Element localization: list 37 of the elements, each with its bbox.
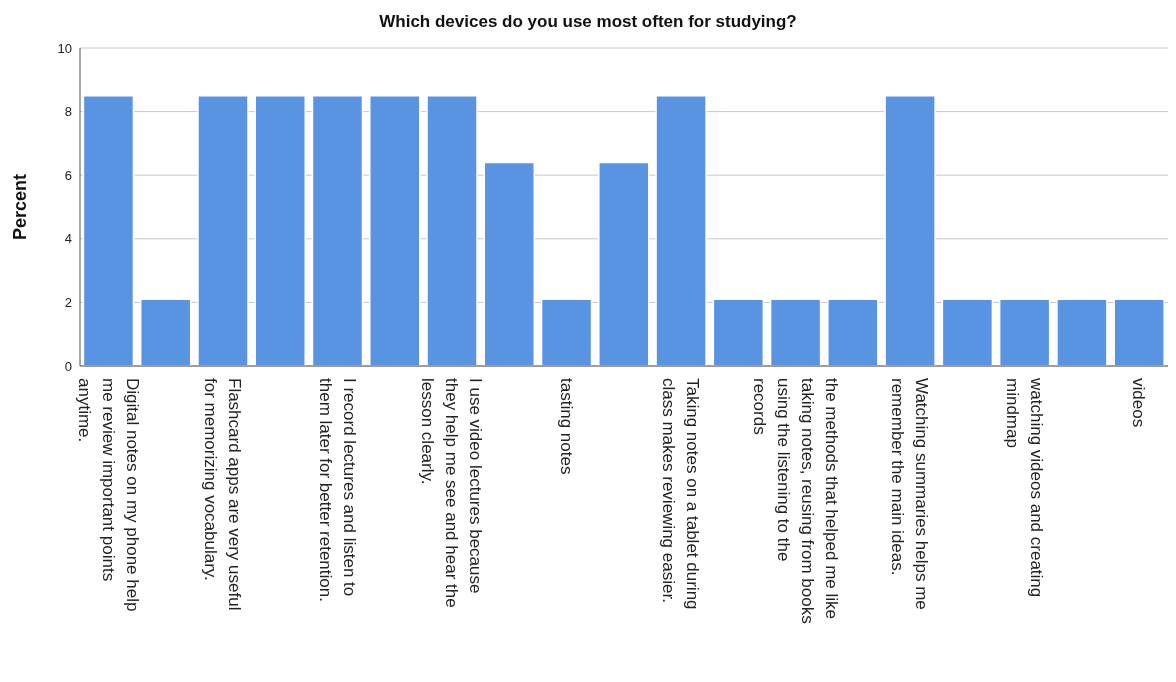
bar bbox=[598, 161, 650, 366]
bar bbox=[884, 94, 936, 366]
y-tick-label: 8 bbox=[64, 104, 72, 120]
bar bbox=[827, 298, 879, 366]
x-tick-label: watching videos and creating mindmap bbox=[1002, 377, 1046, 598]
y-tick-label: 2 bbox=[64, 295, 72, 311]
y-axis-title: Percent bbox=[10, 173, 31, 241]
x-tick-label: I record lectures and listen to them later for better retention. bbox=[315, 378, 359, 602]
bar bbox=[311, 94, 364, 366]
bar bbox=[655, 94, 707, 366]
x-tick-label: I use video lectures because they help me see and hear the lesson clearly. bbox=[418, 378, 486, 608]
y-tick-label: 4 bbox=[64, 231, 72, 247]
x-tick-label: tasting notes bbox=[556, 378, 576, 475]
x-tick-label: the methods that helped me like taking notes, reusing from books using the listening to the records bbox=[749, 378, 841, 624]
bar bbox=[998, 298, 1051, 366]
x-tick-label: videos bbox=[1129, 378, 1149, 428]
bar bbox=[1056, 298, 1108, 366]
bar bbox=[197, 94, 249, 366]
bar bbox=[483, 161, 536, 366]
bar bbox=[540, 298, 593, 366]
y-tick-label: 6 bbox=[64, 167, 72, 183]
x-tick-label: Taking notes on a tablet during class makes reviewing easier. bbox=[659, 378, 703, 610]
y-tick-label: 10 bbox=[57, 40, 72, 56]
bar bbox=[769, 298, 822, 366]
bar bbox=[254, 94, 306, 366]
bar bbox=[139, 298, 192, 366]
y-tick-label: 0 bbox=[64, 358, 72, 374]
bar bbox=[1113, 298, 1165, 366]
x-tick-label: Watching summaries helps me remember the main ideas. bbox=[888, 378, 932, 610]
x-tick-label: Flashcard apps are very useful for memorizing vocabulary. bbox=[201, 378, 245, 611]
bar bbox=[941, 298, 994, 366]
chart-title: Which devices do you use most often for studying? bbox=[378, 11, 798, 33]
bar bbox=[369, 94, 421, 366]
bar bbox=[712, 298, 765, 366]
x-tick-label: Digital notes on my phone help me review important points anytime. bbox=[74, 378, 142, 612]
bar bbox=[82, 94, 135, 366]
bar bbox=[426, 94, 478, 366]
